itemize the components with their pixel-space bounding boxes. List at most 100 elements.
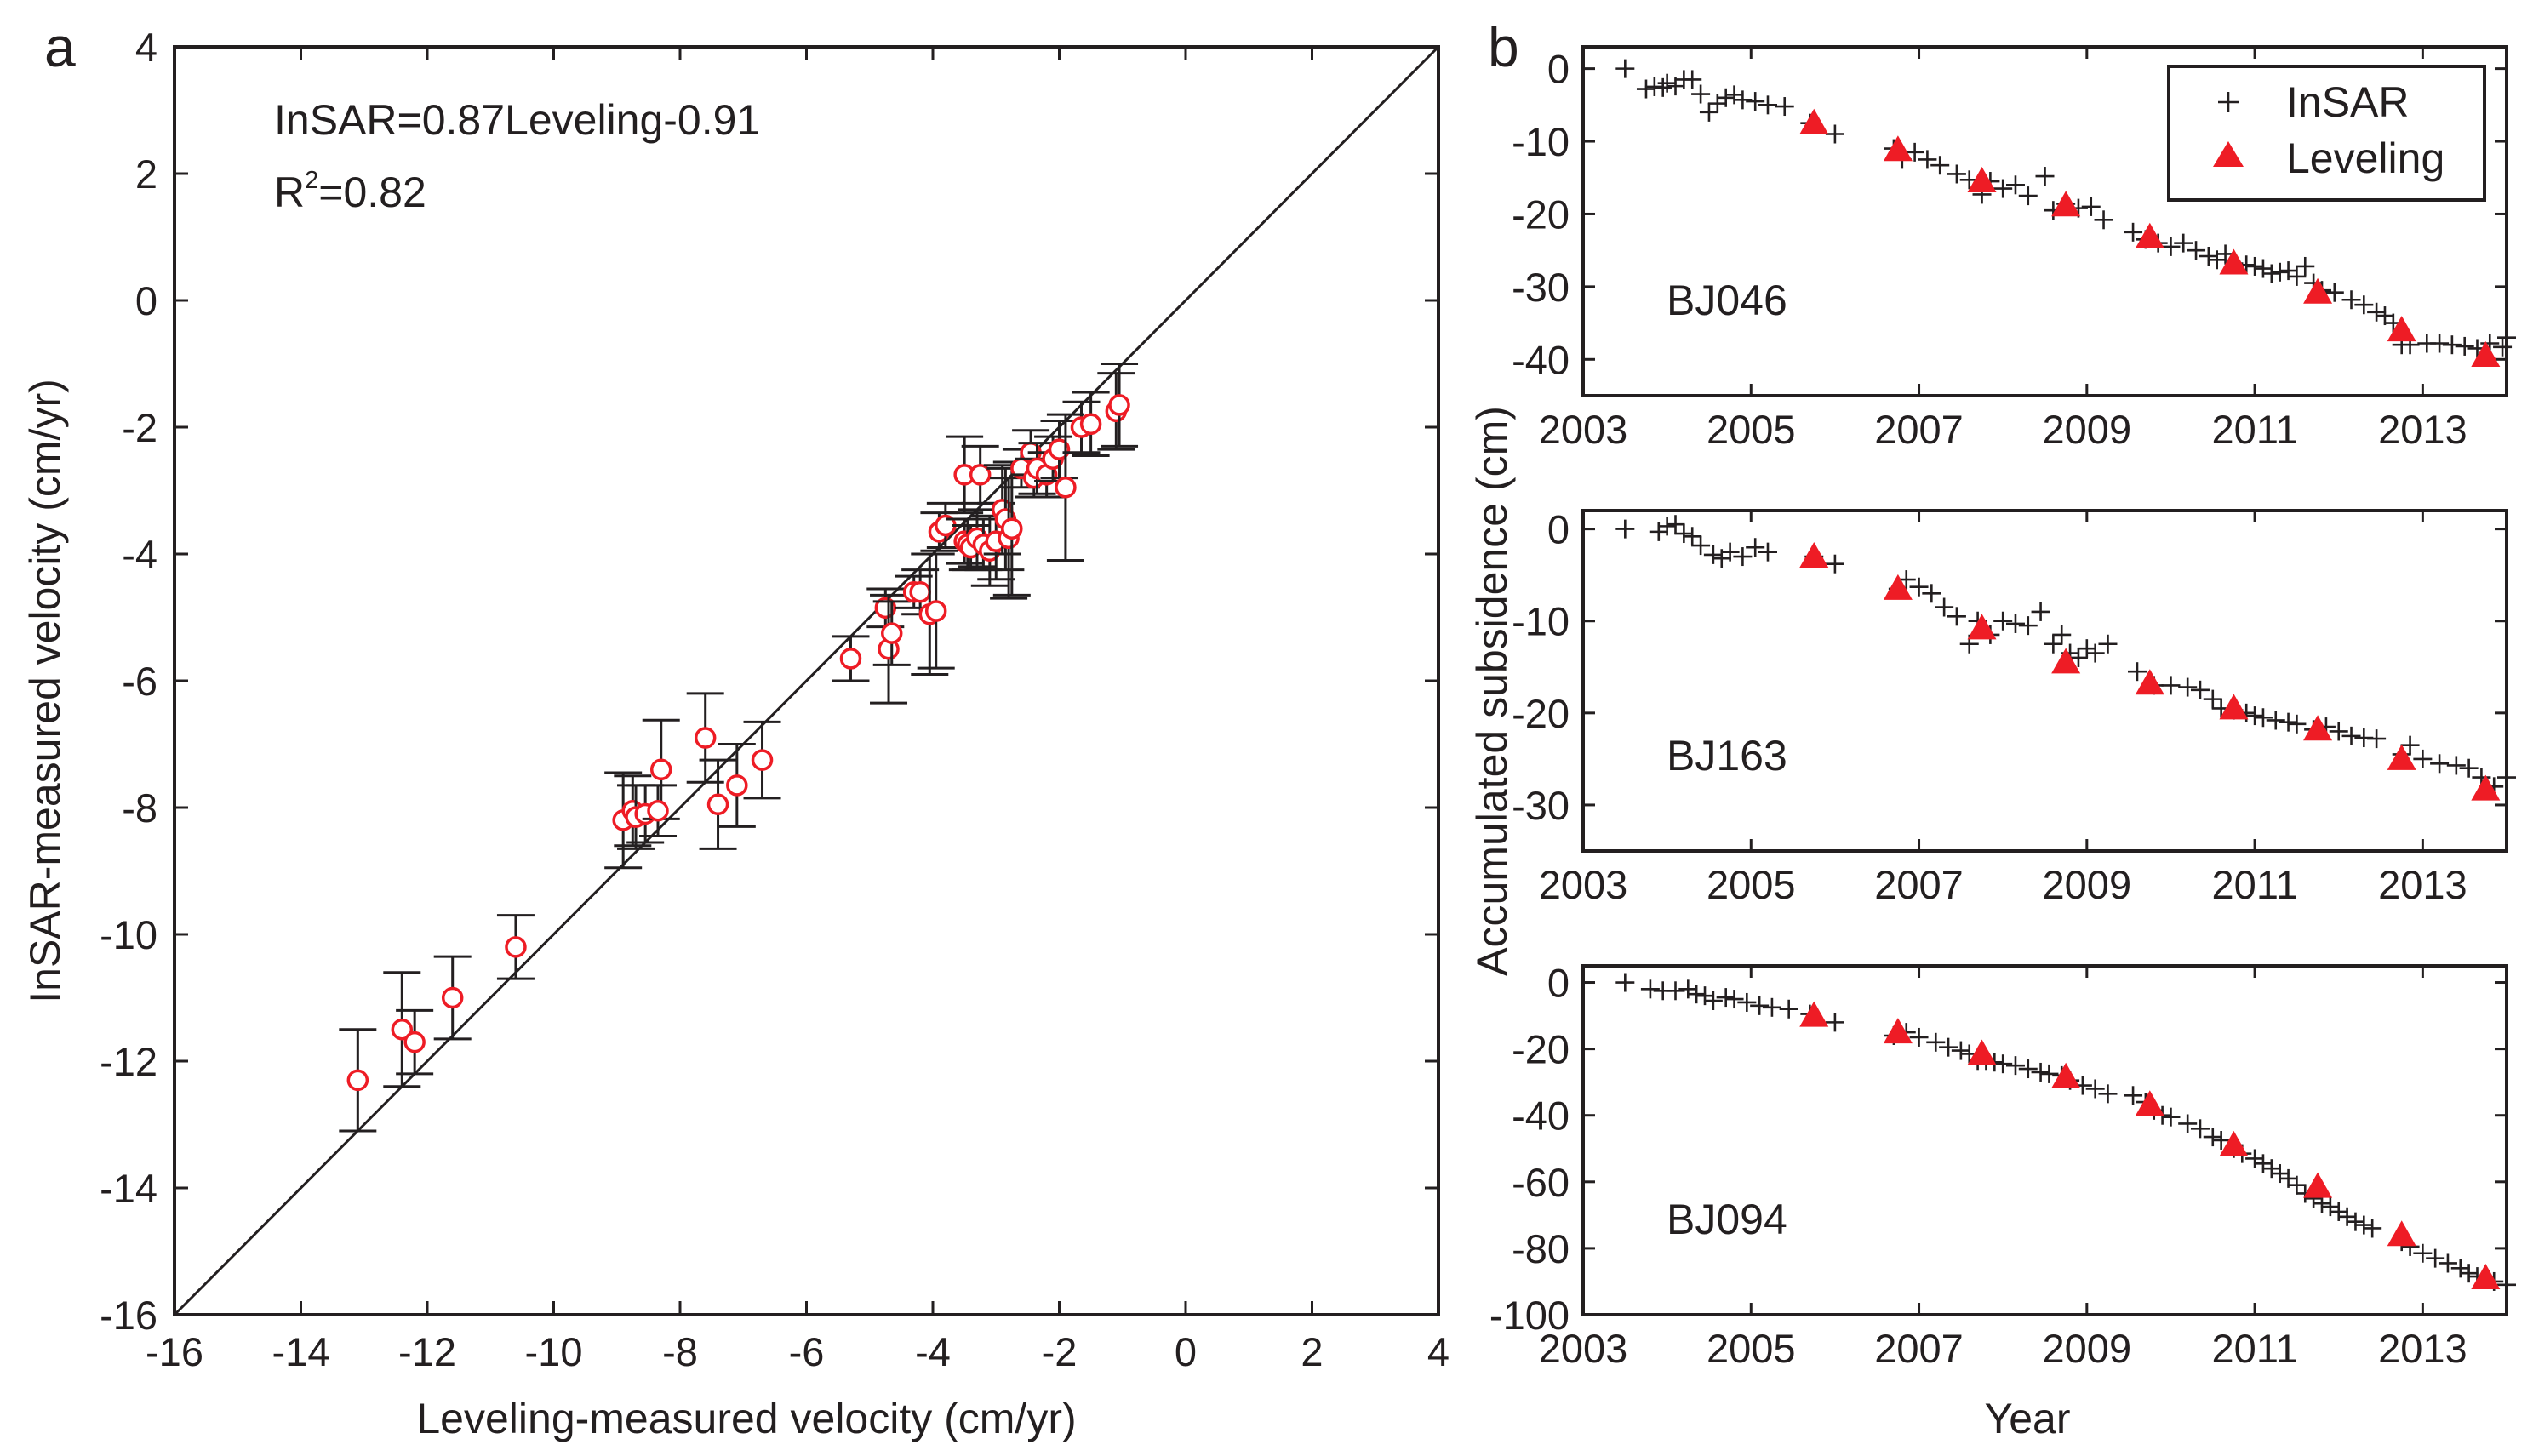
insar-point <box>2320 1197 2340 1217</box>
r-squared: R2=0.82 <box>274 167 426 216</box>
insar-point <box>2077 639 2096 659</box>
x-tick-label: -14 <box>272 1329 330 1374</box>
data-point <box>1046 413 1084 562</box>
insar-point <box>1930 156 1950 175</box>
insar-point <box>1909 1027 1929 1047</box>
insar-point <box>2253 708 2273 728</box>
insar-point <box>2035 167 2055 186</box>
site-label: BJ046 <box>1667 277 1787 324</box>
insar-point <box>2161 1107 2181 1127</box>
insar-point <box>2161 237 2181 256</box>
panel-a-ticks: -16 -14 -12 -10 -8 -6 -4 -2 0 2 4 4 2 0 -2 -4 -6 -8 -10 -12… <box>100 25 1449 1374</box>
data-point <box>992 460 1031 597</box>
insar-point <box>2261 264 2281 283</box>
y-tick-label: -80 <box>1512 1226 1570 1271</box>
insar-point <box>1779 999 1798 1019</box>
insar-point <box>2199 247 2218 266</box>
insar-point <box>1947 164 1966 184</box>
point-marker <box>1055 477 1077 499</box>
insar-point <box>2039 1064 2059 1083</box>
data-point <box>396 1008 434 1076</box>
insar-point <box>1905 142 1924 162</box>
leveling-point <box>1967 167 1997 193</box>
insar-point <box>1775 97 1794 117</box>
insar-point <box>1703 545 1723 564</box>
insar-point <box>2068 648 2088 667</box>
data-point <box>1072 391 1110 458</box>
insar-point <box>1993 611 2013 631</box>
insar-point <box>1951 1041 1970 1060</box>
insar-point <box>1683 70 1702 89</box>
insar-point <box>2261 1159 2281 1179</box>
x-tick-label: 2009 <box>2043 862 2132 907</box>
point-marker <box>403 1031 426 1053</box>
insar-point <box>1825 124 1844 144</box>
insar-point <box>2161 676 2181 695</box>
insar-point <box>1746 538 1765 557</box>
insar-point <box>2446 756 2466 775</box>
insar-point <box>2367 302 2387 322</box>
insar-point <box>2031 602 2050 621</box>
panel-a-frame <box>173 45 1440 1316</box>
insar-point <box>2081 197 2101 216</box>
insar-point <box>2341 726 2361 745</box>
insar-point <box>1657 73 1677 93</box>
insar-point <box>1825 1013 1844 1032</box>
leveling-point <box>2303 277 2333 304</box>
y-tick-label: -4 <box>122 532 157 577</box>
insar-point <box>2442 335 2462 355</box>
data-point <box>1101 363 1139 448</box>
point-marker <box>505 936 527 958</box>
point-marker <box>874 597 897 620</box>
insar-point <box>2270 262 2290 282</box>
leveling-point <box>2219 248 2249 275</box>
panel-a-scatter: -16 -14 -12 -10 -8 -6 -4 -2 0 2 4 4 2 0 -2 -4 -6 -8 -10 -12… <box>21 25 1449 1442</box>
point-marker <box>1079 413 1102 436</box>
leveling-point <box>2051 191 2081 217</box>
point-marker <box>1108 394 1130 416</box>
insar-point <box>1691 536 1711 556</box>
insar-point <box>2018 1059 2038 1079</box>
insar-point <box>2044 634 2063 654</box>
r-squared-superscript: 2 <box>305 167 318 194</box>
leveling-point <box>1799 542 1829 568</box>
insar-point <box>2438 1253 2457 1273</box>
x-tick-label: 2007 <box>1874 407 1964 452</box>
insar-point <box>2413 749 2433 768</box>
point-marker <box>969 464 992 486</box>
x-tick-label: 2005 <box>1707 407 1796 452</box>
insar-point <box>2367 729 2387 749</box>
x-tick-label: 2011 <box>2212 862 2298 907</box>
insar-point <box>1653 77 1672 97</box>
leveling-point <box>2219 694 2249 720</box>
insar-point <box>2354 1215 2374 1235</box>
legend-leveling-label: Leveling <box>2286 134 2444 182</box>
insar-point <box>2450 1259 2470 1278</box>
insar-point <box>2337 1207 2357 1226</box>
insar-point <box>2031 1062 2050 1082</box>
insar-point <box>2203 1128 2222 1147</box>
insar-point <box>1724 85 1744 105</box>
x-tick-label: -8 <box>662 1329 698 1374</box>
insar-point <box>1746 92 1765 111</box>
legend-frame <box>2167 65 2486 202</box>
insar-point <box>1695 986 1715 1006</box>
insar-point <box>2279 712 2298 732</box>
legend: InSAR Leveling <box>2167 65 2486 202</box>
insar-point <box>2287 714 2307 734</box>
leveling-point <box>2135 222 2164 248</box>
data-point <box>699 758 737 850</box>
insar-point <box>1615 519 1635 539</box>
insar-point <box>2018 186 2038 206</box>
leveling-point <box>2135 669 2164 695</box>
panel-a-letter: a <box>44 15 76 78</box>
x-tick-label: -16 <box>146 1329 203 1374</box>
insar-point <box>1993 1054 2013 1074</box>
subplot-frame <box>1581 509 2508 853</box>
leveling-point <box>2387 1220 2416 1247</box>
x-tick-label: 2011 <box>2212 1326 2298 1371</box>
leveling-point <box>2387 316 2416 342</box>
insar-point <box>2174 233 2193 253</box>
point-marker <box>706 793 729 816</box>
x-tick-label: 2005 <box>1707 1326 1796 1371</box>
